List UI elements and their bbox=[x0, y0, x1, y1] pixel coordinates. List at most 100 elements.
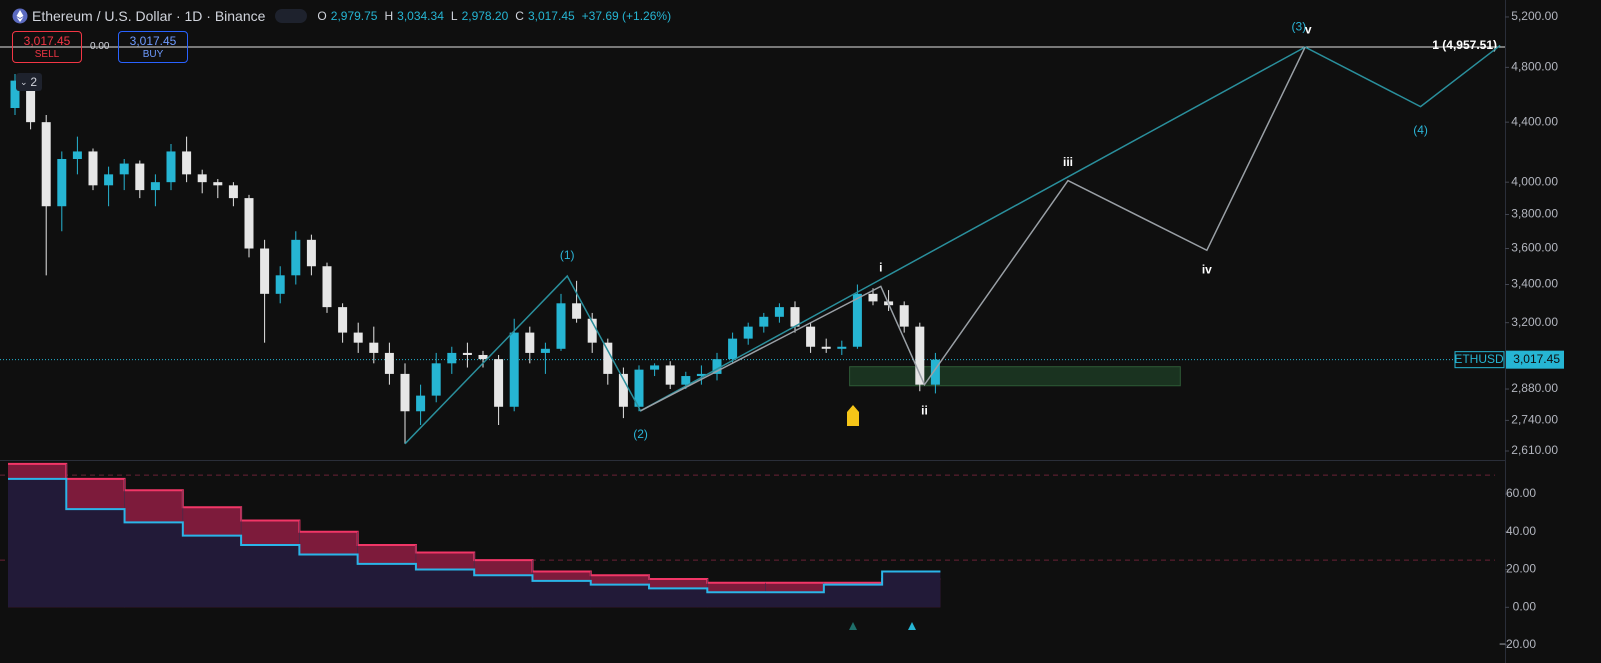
price: 3,017.45 bbox=[129, 34, 177, 48]
candle-body bbox=[400, 373, 410, 412]
wave-label: (4) bbox=[1413, 123, 1428, 137]
candle-body bbox=[291, 239, 301, 276]
wave-path bbox=[404, 44, 1501, 445]
step-line bbox=[8, 462, 941, 584]
area bbox=[8, 478, 941, 608]
signal-marker bbox=[908, 622, 916, 630]
symbol-tag: ETHUSD bbox=[1454, 352, 1504, 366]
value: 2,978.20 bbox=[461, 9, 509, 23]
y-tick-label: 2,880.00 bbox=[1511, 381, 1558, 395]
candle-body bbox=[728, 338, 738, 360]
y-tick-label: 40.00 bbox=[1506, 524, 1536, 538]
candle-body bbox=[743, 326, 753, 339]
candle-body bbox=[899, 305, 909, 327]
candle-body bbox=[26, 80, 36, 123]
candle-body bbox=[104, 174, 114, 186]
y-tick-label: 20.00 bbox=[1506, 562, 1536, 576]
candle-body bbox=[556, 303, 566, 349]
candle-body bbox=[478, 354, 488, 360]
value: 3,034.34 bbox=[397, 9, 444, 23]
label: L bbox=[450, 9, 458, 23]
candle-body bbox=[322, 266, 332, 308]
zone bbox=[849, 366, 1181, 387]
candle-body bbox=[572, 303, 582, 319]
candle-body bbox=[182, 151, 192, 175]
signal-arrow bbox=[847, 405, 859, 426]
value: 2,979.75 bbox=[330, 9, 378, 23]
symbol-tag-bg bbox=[1454, 351, 1505, 369]
y-tick-label: 4,000.00 bbox=[1511, 174, 1558, 188]
candle-body bbox=[915, 326, 925, 385]
price: 3,017.45 bbox=[23, 34, 71, 48]
candle-body bbox=[384, 352, 394, 374]
level-label: 1 (4,957.51) bbox=[1432, 38, 1497, 52]
wave-label: iii bbox=[1063, 155, 1073, 169]
y-tick-label: 60.00 bbox=[1506, 486, 1536, 500]
change: +37.69 (+1.26%) bbox=[581, 9, 672, 23]
candle-body bbox=[774, 307, 784, 317]
wave-label: (2) bbox=[633, 427, 648, 441]
wave-label: iv bbox=[1202, 262, 1212, 276]
candle-body bbox=[618, 373, 628, 407]
wave-label: (3) bbox=[1292, 19, 1307, 33]
candle-body bbox=[540, 348, 550, 353]
candle-body bbox=[837, 346, 847, 349]
candle-body bbox=[431, 363, 441, 396]
candle-body bbox=[759, 316, 769, 327]
count: 2 bbox=[30, 75, 37, 89]
candle-body bbox=[681, 376, 691, 385]
candle-body bbox=[72, 151, 82, 159]
candle-body bbox=[665, 365, 675, 385]
label: BUY bbox=[142, 49, 164, 60]
last-price-bg bbox=[1506, 350, 1564, 369]
candle-body bbox=[821, 346, 831, 349]
last-price-label: 3,017.45 bbox=[1513, 352, 1560, 366]
candle-body bbox=[650, 365, 660, 370]
y-tick-label: 3,400.00 bbox=[1511, 277, 1558, 291]
candle-body bbox=[244, 198, 254, 249]
candle-body bbox=[369, 342, 379, 353]
candle-body bbox=[213, 182, 223, 186]
y-tick-label: 2,610.00 bbox=[1511, 443, 1558, 457]
candle-body bbox=[260, 248, 270, 294]
candle-body bbox=[166, 151, 176, 183]
y-tick-label: 4,400.00 bbox=[1511, 114, 1558, 128]
candle-body bbox=[197, 174, 207, 183]
candle-body bbox=[353, 332, 363, 343]
candle-body bbox=[712, 359, 722, 374]
step-line bbox=[8, 477, 941, 594]
wave-label: i bbox=[879, 261, 882, 275]
candle-body bbox=[587, 318, 597, 343]
value: 3,017.45 bbox=[527, 9, 575, 23]
candle-body bbox=[228, 185, 238, 199]
candle-body bbox=[10, 80, 20, 109]
spread: 0.00 bbox=[90, 41, 110, 52]
label: SELL bbox=[34, 49, 60, 60]
y-tick-label: −20.00 bbox=[1499, 637, 1536, 651]
status-pill[interactable] bbox=[275, 9, 308, 23]
candle-body bbox=[135, 163, 145, 191]
candle-body bbox=[603, 342, 613, 374]
candle-body bbox=[275, 275, 285, 294]
candle-body bbox=[930, 359, 940, 385]
candle-body bbox=[338, 307, 348, 333]
candle-body bbox=[852, 293, 862, 347]
wave-path bbox=[640, 46, 1306, 412]
y-tick-label: 2,740.00 bbox=[1511, 413, 1558, 427]
y-tick-label: 3,800.00 bbox=[1511, 207, 1558, 221]
indicators-toggle[interactable]: ⌄ 2 bbox=[16, 73, 42, 91]
candle-body bbox=[790, 307, 800, 327]
y-tick-label: 5,200.00 bbox=[1511, 9, 1558, 23]
wave-label: ii bbox=[921, 403, 928, 417]
wave-label: v bbox=[1305, 22, 1312, 36]
candle-body bbox=[306, 239, 316, 267]
candle-body bbox=[634, 369, 644, 407]
candle-body bbox=[119, 163, 129, 175]
buy-button[interactable]: 3,017.45 BUY bbox=[118, 31, 188, 63]
candle-body bbox=[41, 122, 51, 207]
symbol: Ethereum / U.S. Dollar · 1D · Binance bbox=[32, 8, 266, 24]
sell-button[interactable]: 3,017.45 SELL bbox=[12, 31, 82, 63]
candle-body bbox=[525, 332, 535, 353]
